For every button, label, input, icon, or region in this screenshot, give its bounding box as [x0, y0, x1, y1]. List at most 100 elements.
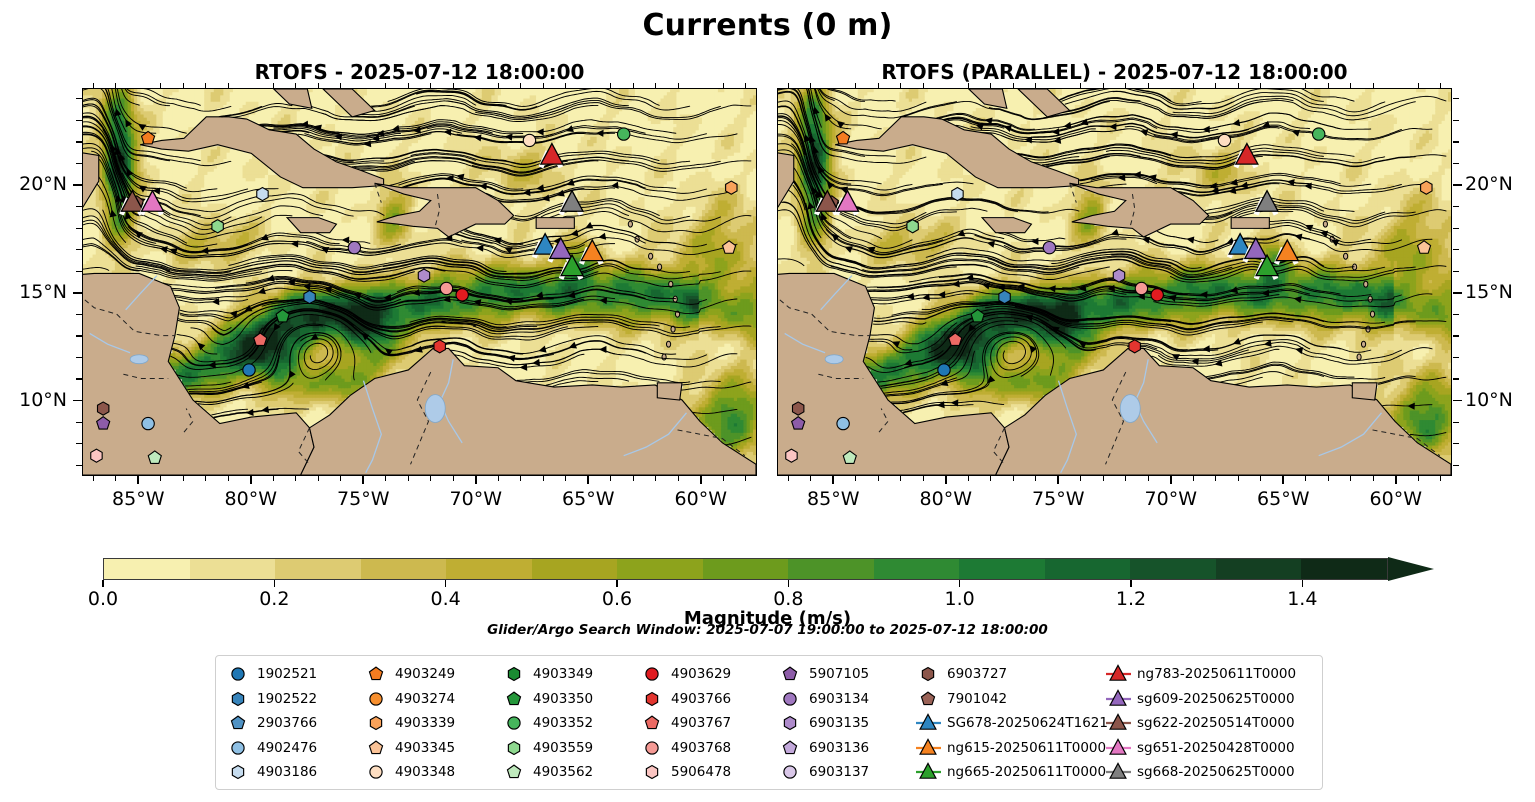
argo-marker-1902522[interactable] [998, 289, 1011, 305]
legend-item[interactable]: 4903339 [363, 712, 501, 734]
legend-item[interactable]: 6903137 [777, 761, 915, 783]
argo-marker-4903350[interactable] [275, 308, 290, 323]
glider-marker-SG678-20250624T1621[interactable] [1228, 232, 1253, 255]
argo-marker-4902476[interactable] [836, 416, 850, 431]
map-panel-rtofs-parallel[interactable] [777, 88, 1452, 476]
glider-marker-sg609-20250625T0000[interactable] [548, 236, 573, 260]
glider-marker-sg622-20250514T0000[interactable] [815, 189, 840, 212]
argo-marker-4903629[interactable] [1150, 288, 1164, 302]
legend-item[interactable]: 4903186 [225, 761, 363, 783]
legend-item[interactable]: 4903349 [501, 663, 639, 685]
legend-item[interactable]: SG678-20250624T1621 [915, 712, 1108, 734]
argo-marker-4903352[interactable] [1311, 127, 1326, 141]
argo-marker-4903559[interactable] [211, 219, 224, 234]
argo-marker-4903768[interactable] [439, 281, 454, 296]
argo-marker-4903348[interactable] [522, 133, 537, 148]
legend-item[interactable]: 6903136 [777, 737, 915, 759]
platform-markers[interactable] [90, 127, 738, 464]
argo-marker-4903249[interactable] [835, 130, 851, 145]
legend-item[interactable]: 5907105 [777, 663, 915, 685]
glider-marker-ng783-20250611T0000[interactable] [1234, 142, 1259, 165]
legend-item[interactable]: sg622-20250514T0000 [1105, 712, 1305, 734]
legend-item[interactable]: 5906478 [639, 761, 777, 783]
argo-marker-1902522[interactable] [303, 289, 316, 305]
argo-marker-4903350[interactable] [970, 308, 985, 323]
argo-marker-5906478[interactable] [785, 448, 798, 463]
land-cuba [835, 116, 1080, 189]
legend-item[interactable]: 4903348 [363, 761, 501, 783]
legend-item[interactable]: ng615-20250611T0000 [915, 737, 1106, 759]
argo-marker-4903345[interactable] [1416, 240, 1432, 254]
legend-item[interactable]: 1902522 [225, 688, 363, 710]
legend-item[interactable]: ng665-20250611T0000 [915, 761, 1106, 783]
argo-marker-4903186[interactable] [951, 186, 964, 202]
argo-marker-1902521[interactable] [937, 363, 951, 377]
glider-marker-sg651-20250428T0000[interactable] [835, 189, 860, 212]
x-axis-minor-tick [967, 476, 969, 481]
argo-marker-4903249[interactable] [140, 130, 156, 145]
argo-marker-6903134[interactable] [347, 240, 362, 255]
argo-marker-4903339[interactable] [725, 180, 738, 195]
legend-item[interactable]: 4903352 [501, 712, 639, 734]
map-panel-rtofs[interactable] [82, 88, 757, 476]
argo-marker-4903352[interactable] [616, 127, 631, 141]
legend-item[interactable]: 4902476 [225, 737, 363, 759]
legend-item[interactable]: 4903559 [501, 737, 639, 759]
legend-item[interactable]: sg609-20250625T0000 [1105, 688, 1305, 710]
glider-marker-ng615-20250611T0000[interactable] [1275, 238, 1300, 262]
legend-item[interactable]: 4903767 [639, 712, 777, 734]
legend-item[interactable]: sg651-20250428T0000 [1105, 737, 1305, 759]
argo-marker-4903562[interactable] [842, 450, 857, 464]
legend-item[interactable]: 4903350 [501, 688, 639, 710]
argo-marker-4903629[interactable] [455, 288, 469, 302]
legend-item[interactable]: 4903345 [363, 737, 501, 759]
glider-marker-ng665-20250611T0000[interactable] [560, 253, 585, 277]
legend-item[interactable]: 2903766 [225, 712, 363, 734]
glider-marker-sg609-20250625T0000[interactable] [1243, 236, 1268, 260]
argo-marker-4903766[interactable] [433, 339, 446, 354]
glider-marker-ng665-20250611T0000[interactable] [1255, 253, 1280, 277]
argo-marker-4903562[interactable] [147, 450, 162, 464]
glider-marker-sg622-20250514T0000[interactable] [120, 189, 145, 212]
legend-item[interactable]: 4903562 [501, 761, 639, 783]
glider-marker-ng783-20250611T0000[interactable] [539, 142, 564, 165]
argo-marker-4903767[interactable] [948, 332, 963, 346]
legend-label: 4903352 [531, 715, 593, 731]
argo-marker-4903768[interactable] [1134, 281, 1149, 296]
legend-item[interactable]: 6903134 [777, 688, 915, 710]
legend-item[interactable]: 1902521 [225, 663, 363, 685]
argo-marker-4903766[interactable] [1128, 339, 1141, 354]
legend-item[interactable]: 4903274 [363, 688, 501, 710]
argo-marker-4902476[interactable] [141, 416, 155, 431]
legend-item[interactable]: 4903766 [639, 688, 777, 710]
legend-item[interactable]: 6903135 [777, 712, 915, 734]
legend-item[interactable]: sg668-20250625T0000 [1105, 761, 1305, 783]
glider-marker-sg668-20250625T0000[interactable] [1255, 189, 1280, 212]
argo-marker-1902521[interactable] [242, 363, 256, 377]
argo-marker-5907105[interactable] [791, 415, 806, 430]
argo-marker-4903345[interactable] [721, 240, 737, 254]
argo-marker-5907105[interactable] [96, 415, 111, 430]
argo-marker-6903135[interactable] [1112, 268, 1126, 283]
platform-markers[interactable] [785, 127, 1433, 464]
legend-item[interactable]: ng783-20250611T0000 [1105, 663, 1305, 685]
argo-marker-4903339[interactable] [1420, 180, 1433, 195]
argo-marker-6903135[interactable] [417, 268, 431, 283]
argo-marker-6903727[interactable] [96, 401, 110, 416]
glider-marker-sg668-20250625T0000[interactable] [560, 189, 585, 212]
argo-marker-4903559[interactable] [906, 219, 919, 234]
legend-item[interactable]: 7901042 [915, 688, 1105, 710]
glider-marker-sg651-20250428T0000[interactable] [140, 189, 165, 212]
glider-marker-SG678-20250624T1621[interactable] [533, 232, 558, 255]
argo-marker-6903134[interactable] [1042, 240, 1057, 255]
argo-marker-6903727[interactable] [791, 401, 805, 416]
argo-marker-4903767[interactable] [253, 332, 268, 346]
argo-marker-4903348[interactable] [1217, 133, 1232, 148]
argo-marker-4903186[interactable] [256, 186, 269, 202]
legend-item[interactable]: 4903768 [639, 737, 777, 759]
argo-marker-5906478[interactable] [90, 448, 103, 463]
legend-item[interactable]: 4903249 [363, 663, 501, 685]
glider-marker-ng615-20250611T0000[interactable] [580, 238, 605, 262]
legend-item[interactable]: 6903727 [915, 663, 1105, 685]
legend-item[interactable]: 4903629 [639, 663, 777, 685]
